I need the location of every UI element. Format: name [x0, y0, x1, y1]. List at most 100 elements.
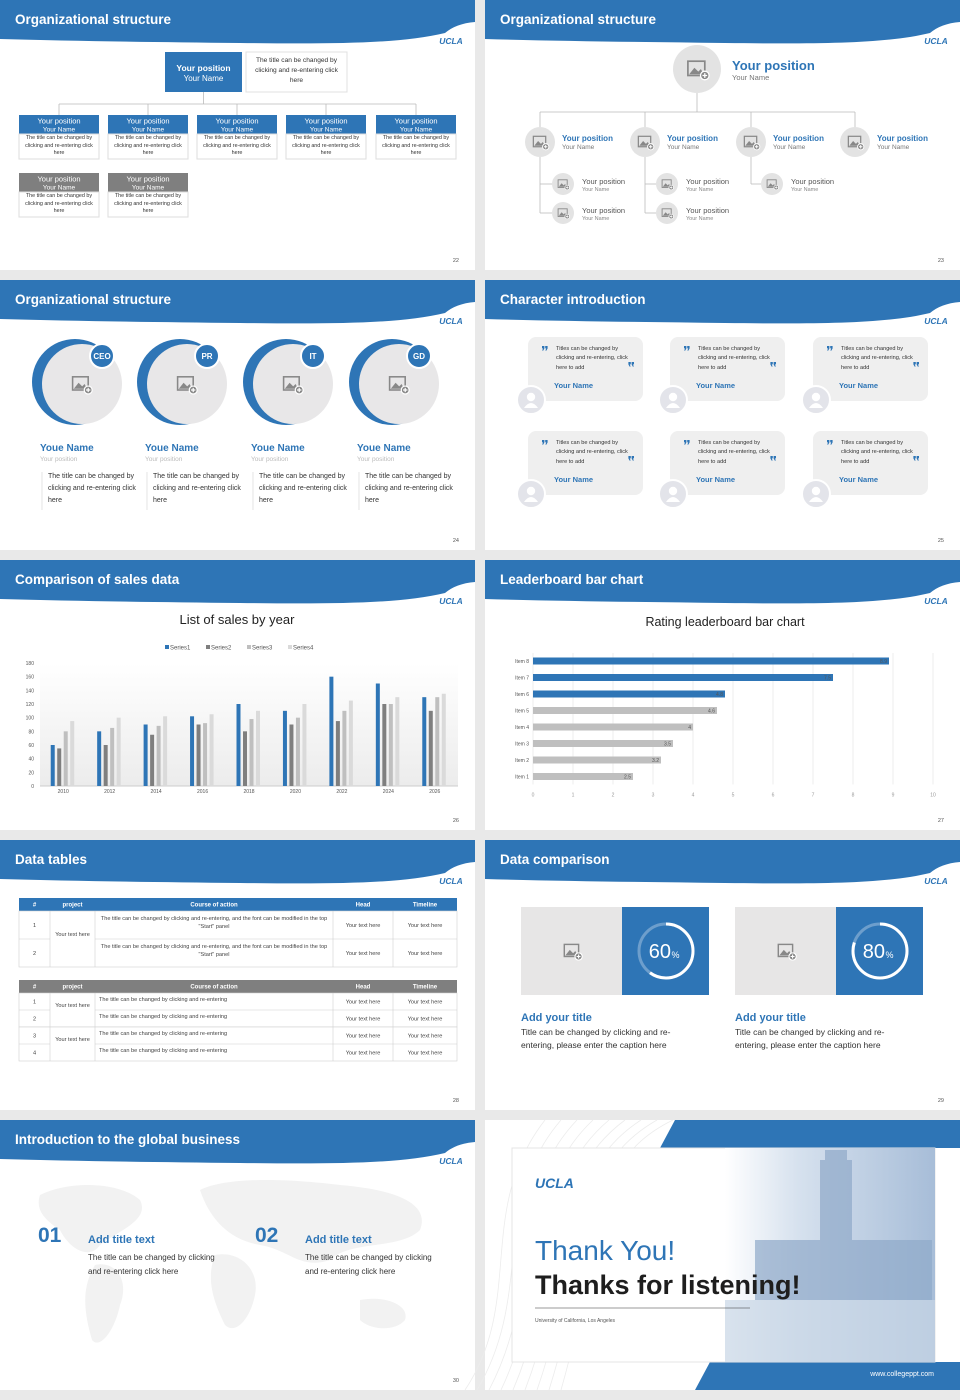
- icon-plus-sign: [774, 186, 778, 189]
- logo: UCLA: [439, 36, 463, 46]
- x-tick-label: 9: [892, 793, 895, 799]
- paragraph: The title can be changed by clicking and…: [153, 473, 241, 504]
- logo: UCLA: [924, 316, 948, 326]
- bar: [533, 773, 633, 780]
- paragraph-box: Titles can be changed by clicking and re…: [841, 440, 913, 465]
- icon-frame: [176, 376, 194, 391]
- bar: [110, 727, 115, 786]
- slide-title: Organizational structure: [15, 292, 172, 307]
- connector: [59, 92, 416, 105]
- donut-arc: [637, 922, 695, 980]
- icon-mountain: [779, 949, 792, 956]
- box-header: [286, 115, 366, 134]
- quote-glyph: [684, 346, 687, 351]
- avatar: [840, 127, 870, 157]
- icon-frame: [532, 135, 547, 148]
- icon-mountain: [745, 141, 756, 146]
- logo: UCLA: [439, 1156, 463, 1166]
- paragraph: The title can be changed by clicking and…: [382, 135, 450, 157]
- icon-mountain: [558, 183, 567, 187]
- bar: [70, 721, 75, 786]
- avatar-body: [524, 497, 538, 502]
- icon-frame: [388, 376, 406, 391]
- position: Your position: [40, 456, 78, 463]
- cell: The title can be changed by clicking and…: [99, 1014, 228, 1020]
- name: Your Name: [696, 381, 735, 390]
- position: Your position: [686, 177, 729, 186]
- name: Your Name: [667, 144, 700, 151]
- position: Your position: [582, 177, 625, 186]
- bar: [209, 714, 214, 786]
- legend-label: Series4: [293, 646, 314, 652]
- bar: [428, 710, 433, 786]
- page-number: 22: [453, 258, 459, 264]
- image-icon: [661, 208, 674, 220]
- y-tick-label: Item 8: [515, 659, 529, 665]
- cell: Your text here: [55, 1037, 90, 1043]
- y-tick-label: 160: [26, 675, 35, 681]
- slide-title: Organizational structure: [500, 12, 657, 27]
- cell-box: Your text here: [55, 1037, 90, 1043]
- image-icon: [557, 179, 570, 191]
- quote-glyph: [827, 346, 830, 351]
- cell: Your text here: [346, 923, 381, 929]
- slide: Data tables UCLA 28 # project Course of actio…: [0, 840, 475, 1110]
- avatar-head: [526, 486, 536, 496]
- icon-mountain: [689, 67, 704, 75]
- cell: Your text here: [55, 1003, 90, 1009]
- name: Your Name: [877, 144, 910, 151]
- position: Your position: [126, 175, 169, 184]
- slide-background: [0, 840, 475, 1110]
- slide: Character introduction UCLA 25 Titles can b…: [485, 280, 960, 550]
- legend-label: Series3: [252, 646, 273, 652]
- icon-mountain: [178, 382, 192, 389]
- slide-title: Character introduction: [500, 292, 646, 307]
- paragraph: The title can be changed by clicking and…: [259, 473, 347, 504]
- quote-card: [670, 431, 785, 495]
- chart-title: Rating leaderboard bar chart: [645, 615, 805, 629]
- page-number: 26: [453, 818, 459, 824]
- name: Your Name: [582, 187, 609, 193]
- image-icon: [687, 60, 710, 81]
- avatar: [656, 173, 678, 195]
- paragraph-box: Titles can be changed by clicking and re…: [841, 346, 913, 371]
- quote-glyph: [830, 440, 833, 445]
- logo: UCLA: [439, 316, 463, 326]
- plot-area: [40, 663, 458, 786]
- quote-glyph: [770, 456, 773, 461]
- bar: [533, 707, 717, 714]
- box-header: [19, 115, 99, 134]
- bar: [203, 723, 208, 786]
- avatar-body: [809, 497, 823, 502]
- cell-box: Your text here: [55, 1003, 90, 1009]
- donut-arc: [851, 922, 909, 980]
- bar: [163, 716, 168, 786]
- quote-glyph: [916, 362, 919, 367]
- quote-mark: [770, 456, 776, 461]
- page-number: 24: [453, 538, 459, 544]
- avatar: [761, 173, 783, 195]
- cell: Your text here: [346, 1034, 381, 1040]
- card-image: [521, 907, 622, 995]
- icon-frame: [777, 943, 794, 958]
- value-label: 4.6: [708, 709, 715, 715]
- cell: Your text here: [346, 1051, 381, 1057]
- paragraph-box: Titles can be changed by clicking and re…: [556, 346, 628, 371]
- thanks-subtitle: Thanks for listening!: [535, 1270, 801, 1300]
- paragraph: The title can be changed by clicking and…: [255, 57, 338, 84]
- quote-card: [528, 337, 643, 401]
- slide-background: [0, 1120, 475, 1390]
- position: Your position: [791, 177, 834, 186]
- head-box: [165, 52, 242, 92]
- card-image: [735, 907, 836, 995]
- icon-mountain: [390, 382, 404, 389]
- icon-plus-sign: [669, 186, 673, 189]
- map-shape: [360, 1298, 406, 1329]
- name: Your Name: [554, 475, 593, 484]
- avatar-head: [526, 392, 536, 402]
- icon-frame: [637, 135, 652, 148]
- y-tick-label: 80: [28, 729, 34, 735]
- x-tick-label: 2026: [429, 789, 440, 795]
- icon-frame: [743, 135, 758, 148]
- cell: 4: [33, 1051, 36, 1057]
